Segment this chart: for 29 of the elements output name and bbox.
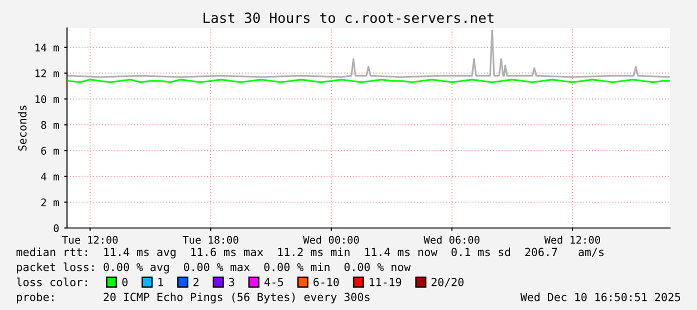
x-tick-label: Wed 00:00 [303, 236, 359, 244]
y-tick-label: 12 m [36, 69, 59, 78]
y-tick-label: 2 m [41, 198, 59, 206]
legend-title: loss color: [16, 278, 87, 286]
text: packet loss: 0.00 % avg 0.00 % max 0.00 % min 0.00 % now [17, 262, 411, 274]
text: probe: 20 ICMP Echo Pings (56 Bytes) every 300s [17, 292, 370, 304]
y-tick-label: 0 [54, 224, 59, 232]
y-axis-title: Seconds [18, 106, 27, 151]
x-tick-label: Tue 12:00 [62, 236, 118, 244]
y-tick-label: 8 m [41, 121, 59, 129]
x-tick-label: Wed 12:00 [544, 236, 600, 244]
text: Wed Dec 10 16:50:51 2025 [520, 292, 680, 302]
y-tick-label: 10 m [36, 95, 59, 104]
x-tick-label: Tue 18:00 [182, 236, 238, 244]
line-series [67, 30, 670, 78]
y-tick-label: 6 m [41, 146, 59, 155]
text: median rtt: 11.4 ms avg 11.6 ms max 11.2 ms min 11.4 ms now 0.1 ms sd 206.7 am/s [16, 248, 604, 258]
legend-label: 0 [122, 278, 128, 286]
y-tick-label: 4 m [41, 172, 59, 180]
legend-label: 11-19 [370, 278, 402, 286]
legend-label: 6-10 [314, 278, 339, 286]
legend-label: 3 [229, 278, 234, 286]
legend-label: 1 [158, 278, 164, 286]
legend-label: 2 [194, 278, 198, 286]
x-tick-label: Wed 06:00 [424, 236, 480, 244]
y-tick-label: 14 m [36, 44, 59, 52]
chart-title: Last 30 Hours to c.root-servers.net [204, 12, 494, 24]
legend-label: 4-5 [264, 278, 284, 286]
legend-label: 20/20 [432, 278, 464, 288]
